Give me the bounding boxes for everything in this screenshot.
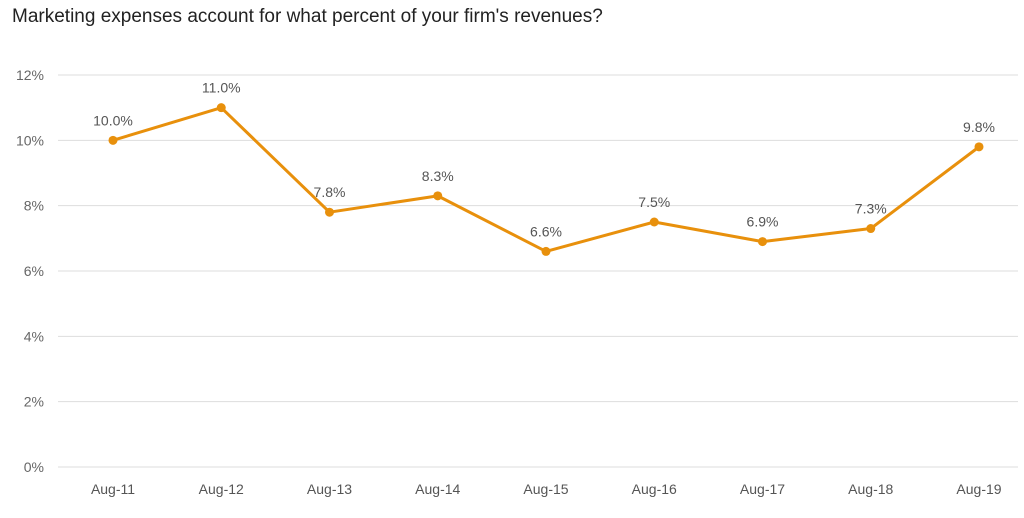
data-label: 8.3% <box>422 168 454 184</box>
y-axis: 0% 2% 4% 6% 8% 10% 12% <box>16 67 44 475</box>
data-label: 7.8% <box>314 184 346 200</box>
y-tick-label: 4% <box>24 328 44 344</box>
y-tick-label: 6% <box>24 263 44 279</box>
x-tick-label: Aug-12 <box>199 481 244 497</box>
gridlines <box>58 74 1018 468</box>
data-label: 10.0% <box>93 112 133 128</box>
data-label: 7.5% <box>638 194 670 210</box>
data-point <box>433 191 443 201</box>
data-point <box>649 217 659 227</box>
x-axis: Aug-11 Aug-12 Aug-13 Aug-14 Aug-15 Aug-16 Aug-… <box>91 481 1002 497</box>
chart-title: Marketing expenses account for what perc… <box>12 6 603 27</box>
data-point <box>866 224 876 234</box>
data-point <box>325 207 334 217</box>
data-label: 11.0% <box>202 80 241 96</box>
data-label: 7.3% <box>855 201 887 217</box>
data-point <box>758 237 767 247</box>
data-label: 6.9% <box>747 214 779 230</box>
data-point <box>974 142 984 152</box>
data-point <box>541 246 551 256</box>
x-tick-label: Aug-17 <box>740 481 785 497</box>
x-tick-label: Aug-13 <box>307 481 352 497</box>
x-tick-label: Aug-14 <box>415 481 460 497</box>
x-tick-label: Aug-18 <box>848 481 893 497</box>
x-tick-label: Aug-11 <box>91 481 135 497</box>
x-tick-label: Aug-15 <box>523 481 568 497</box>
data-labels-layer: 10.0% 11.0% 7.8% 8.3% 6.6% 7.5% 6.9% 7.3% 9.8% <box>93 80 995 240</box>
data-label: 6.6% <box>530 223 562 239</box>
y-tick-label: 12% <box>16 67 44 83</box>
points-layer <box>108 103 984 256</box>
x-tick-label: Aug-19 <box>956 481 1001 497</box>
x-tick-label: Aug-16 <box>632 481 677 497</box>
y-tick-label: 10% <box>16 132 44 148</box>
data-point <box>108 135 118 145</box>
y-tick-label: 0% <box>24 459 44 475</box>
y-tick-label: 8% <box>24 198 44 214</box>
y-tick-label: 2% <box>24 394 44 410</box>
data-point <box>216 103 226 113</box>
data-label: 9.8% <box>963 119 995 135</box>
